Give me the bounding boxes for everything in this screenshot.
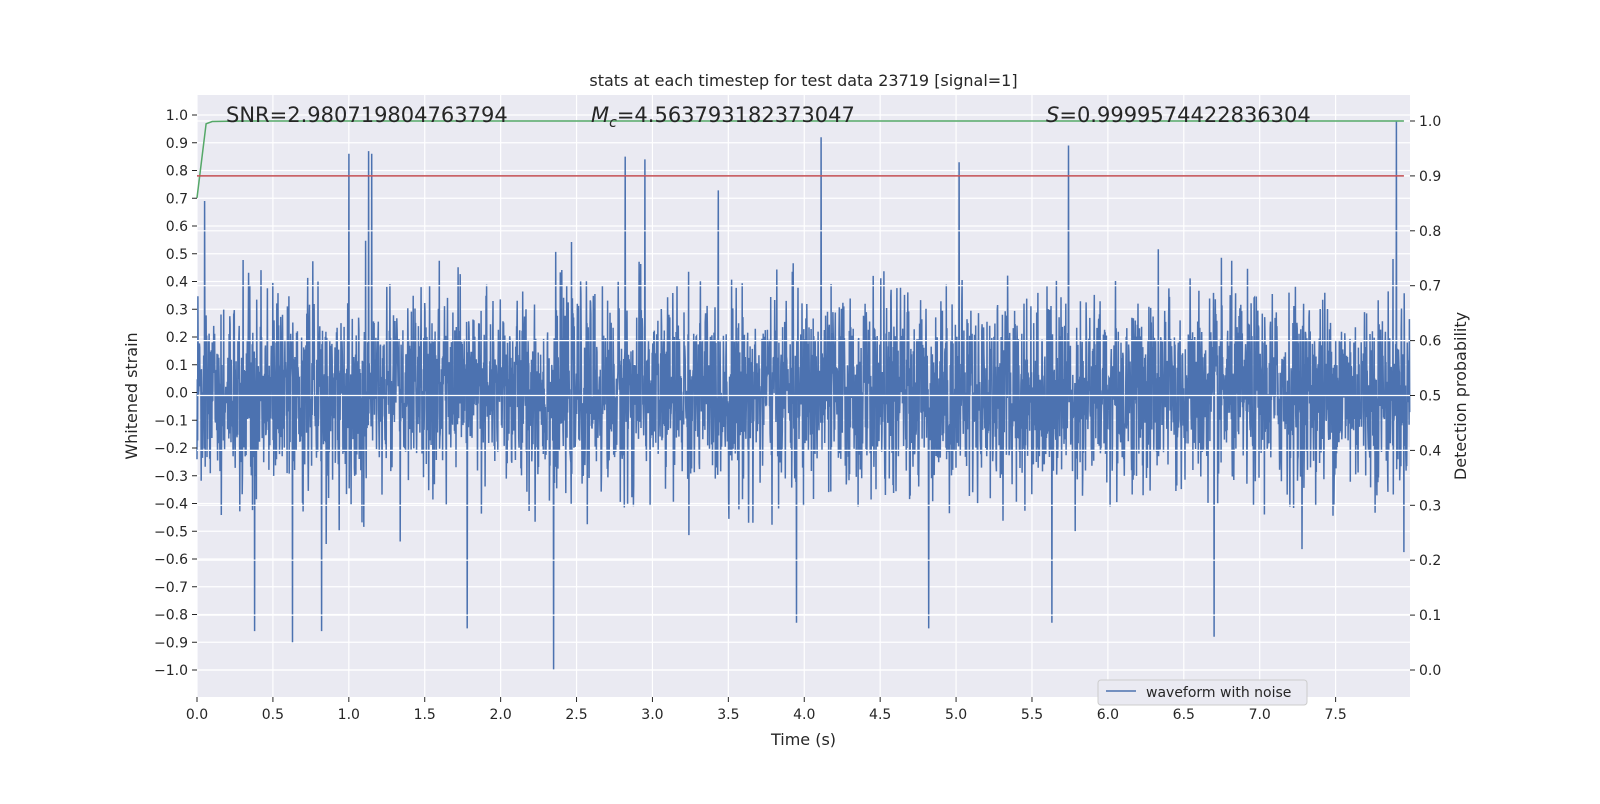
y2-tick-label: 0.1 [1419, 608, 1441, 624]
y-tick-label: 0.1 [166, 358, 188, 374]
mc-subscript: c [609, 115, 617, 131]
x-tick-label: 1.0 [338, 707, 360, 723]
y-tick-label: −0.2 [154, 441, 188, 457]
y-tick-label: −0.6 [154, 552, 188, 568]
y2-tick-label: 0.7 [1419, 279, 1441, 295]
y2-tick-label: 1.0 [1419, 114, 1441, 130]
x-tick-label: 3.5 [717, 707, 739, 723]
mc-symbol: M [591, 103, 609, 127]
y2-tick-label: 0.5 [1419, 389, 1441, 405]
y-tick-label: 0.5 [166, 247, 188, 263]
s-annotation: S=0.9999574422836304 [1046, 103, 1311, 127]
legend-box [1097, 679, 1308, 706]
y2-tick-label: 0.9 [1419, 169, 1441, 185]
y-tick-label: 0.6 [166, 219, 188, 235]
y-tick-label: −0.5 [154, 524, 188, 540]
y-tick-label: 0.3 [166, 302, 188, 318]
y2-tick-label: 0.2 [1419, 553, 1441, 569]
y2-tick-label: 0.0 [1419, 663, 1441, 679]
y-tick-label: −0.1 [154, 413, 188, 429]
y2-tick-label: 0.4 [1419, 443, 1441, 459]
y-axis-label: Whitened strain [122, 332, 141, 459]
x-tick-label: 4.0 [793, 707, 815, 723]
legend-label: waveform with noise [1146, 685, 1291, 701]
x-tick-label: 5.0 [945, 707, 967, 723]
x-tick-label: 0.0 [186, 707, 208, 723]
mc-value: =4.563793182373047 [617, 103, 855, 127]
y-tick-label: 1.0 [166, 108, 188, 124]
y2-tick-label: 0.6 [1419, 334, 1441, 350]
s-symbol: S [1046, 103, 1059, 127]
y-tick-label: −0.4 [154, 497, 188, 513]
y-tick-label: 0.9 [166, 136, 188, 152]
y2-tick-label: 0.3 [1419, 498, 1441, 514]
y-tick-label: 0.8 [166, 164, 188, 180]
chirp-mass-annotation: Mc=4.563793182373047 [591, 103, 855, 131]
y-tick-label: 0.0 [166, 386, 188, 402]
snr-annotation: SNR=2.980719804763794 [226, 103, 508, 127]
x-tick-label: 1.5 [414, 707, 436, 723]
x-tick-label: 7.0 [1249, 707, 1271, 723]
y-tick-label: −0.7 [154, 580, 188, 596]
x-tick-label: 7.5 [1324, 707, 1346, 723]
y-tick-label: −0.8 [154, 608, 188, 624]
series-waveform-line [196, 120, 1411, 671]
y-tick-label: −1.0 [154, 663, 188, 679]
y-tick-label: −0.3 [154, 469, 188, 485]
legend: waveform with noise [1097, 679, 1308, 706]
x-tick-label: 2.5 [565, 707, 587, 723]
x-tick-label: 6.5 [1173, 707, 1195, 723]
s-value: =0.9999574422836304 [1059, 103, 1310, 127]
x-tick-label: 3.0 [641, 707, 663, 723]
y-tick-label: 0.4 [166, 275, 188, 291]
x-tick-label: 6.0 [1097, 707, 1119, 723]
series-probability-line [196, 120, 1404, 198]
y2-axis-label: Detection probability [1451, 312, 1470, 480]
y2-tick-label: 0.8 [1419, 224, 1441, 240]
y-tick-label: 0.7 [166, 191, 188, 207]
x-tick-label: 0.5 [262, 707, 284, 723]
x-axis-label: Time (s) [770, 730, 836, 749]
y-tick-label: −0.9 [154, 635, 188, 651]
chart-title: stats at each timestep for test data 237… [589, 71, 1017, 90]
y-tick-label: 0.2 [166, 330, 188, 346]
x-tick-label: 4.5 [869, 707, 891, 723]
x-tick-label: 2.0 [489, 707, 511, 723]
x-tick-label: 5.5 [1021, 707, 1043, 723]
